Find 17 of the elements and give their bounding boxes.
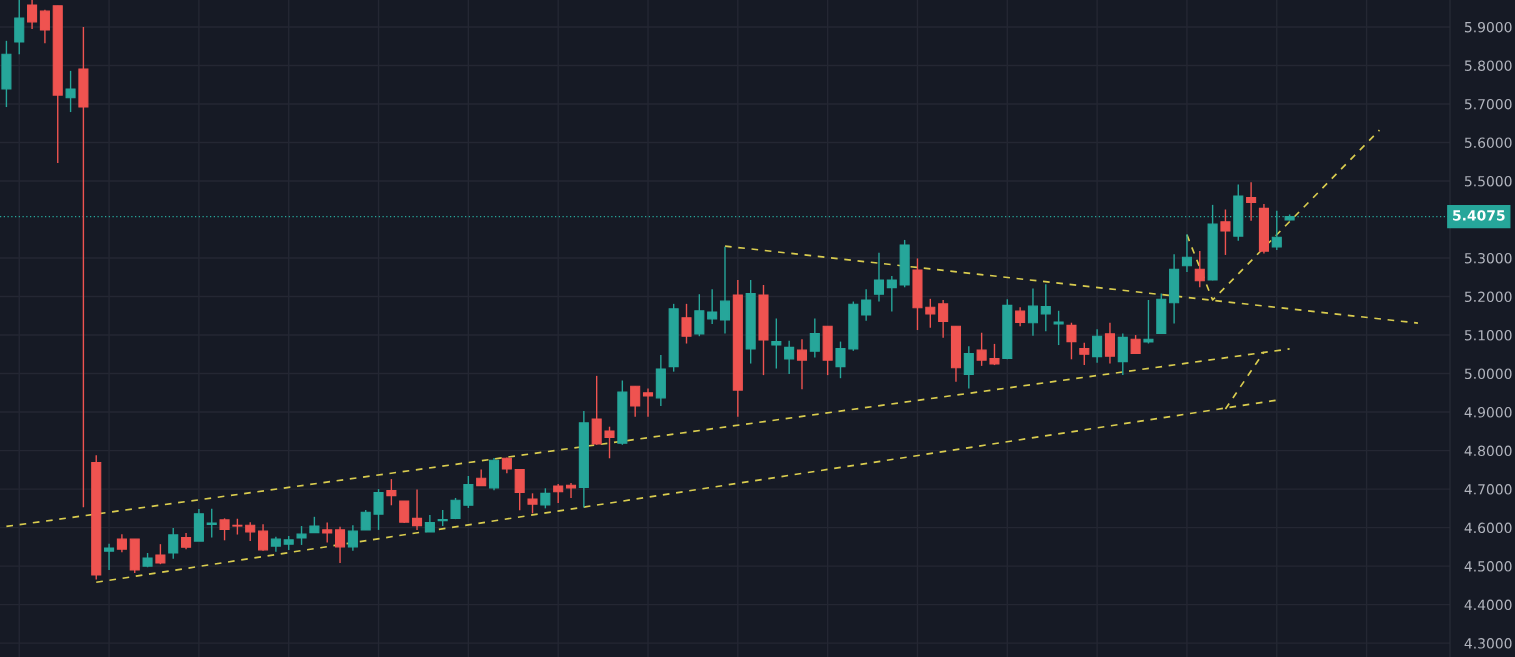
ref-line-label: 5.4075 <box>1453 210 1505 221</box>
y-tick-label: 5.1000 <box>1464 330 1512 341</box>
y-tick-label: 4.9000 <box>1464 407 1512 418</box>
y-tick-label: 5.9000 <box>1464 21 1512 33</box>
y-tick-label: 4.6000 <box>1464 522 1512 534</box>
y-tick-label: 5.0000 <box>1464 368 1512 380</box>
y-tick-label: 4.8000 <box>1464 445 1512 457</box>
y-tick-label: 5.5000 <box>1464 175 1512 187</box>
y-tick-label: 4.5000 <box>1464 561 1512 572</box>
y-tick-label: 4.7000 <box>1464 484 1512 495</box>
y-tick-label: 4.3000 <box>1464 638 1512 649</box>
y-tick-label: 5.3000 <box>1464 252 1512 264</box>
y-tick-label: 5.7000 <box>1464 98 1512 110</box>
y-tick-label: 4.4000 <box>1464 599 1512 611</box>
y-tick-label: 5.2000 <box>1464 291 1512 303</box>
y-tick-label: 5.6000 <box>1464 137 1512 148</box>
y-tick-label: 5.8000 <box>1464 60 1512 71</box>
